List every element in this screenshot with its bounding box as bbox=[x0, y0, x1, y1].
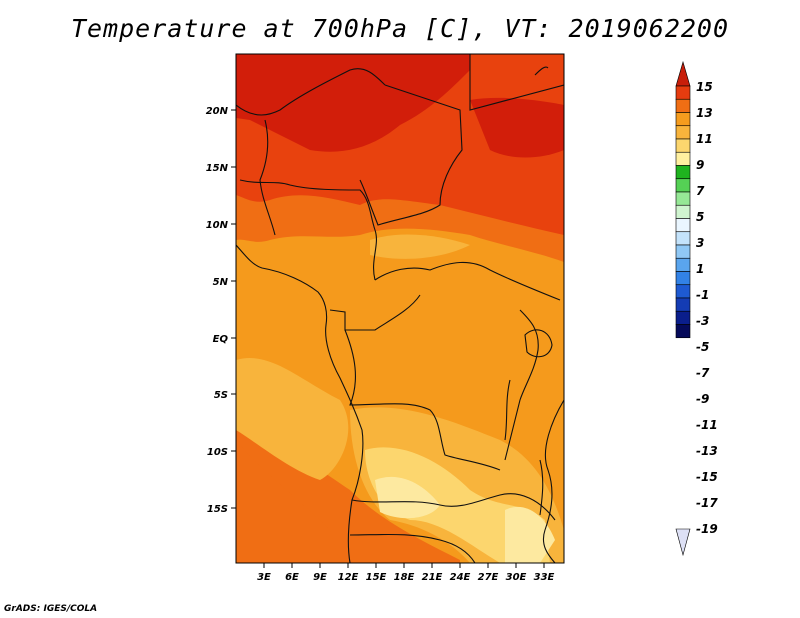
colorbar-cell bbox=[675, 297, 691, 312]
x-tick-label: 33E bbox=[534, 572, 555, 583]
y-tick-label: 15N bbox=[206, 163, 229, 174]
x-tick-label: 18E bbox=[394, 572, 415, 583]
border-east-lakes bbox=[504, 309, 539, 461]
colorbar-cell bbox=[675, 98, 691, 113]
colorbar-label: -17 bbox=[696, 496, 718, 510]
colorbar: 15 13 11 9 7 5 3 1 -1 -3 -5 -7 -9 -11 -1… bbox=[675, 60, 718, 557]
field-southeast-pale-patch bbox=[505, 506, 555, 563]
x-tick-label: 3E bbox=[257, 572, 271, 583]
y-tick-label: EQ bbox=[213, 334, 229, 345]
coastline-east-africa bbox=[542, 399, 564, 563]
colorbar-cell bbox=[675, 138, 691, 153]
x-tick-label: 9E bbox=[313, 572, 327, 583]
lake-malawi bbox=[539, 459, 544, 516]
colorbar-cell bbox=[675, 257, 691, 272]
colorbar-bottom-arrow bbox=[675, 528, 691, 557]
boundaries bbox=[236, 54, 564, 563]
colorbar-cell bbox=[675, 324, 691, 339]
field-west-cool-region bbox=[236, 358, 349, 480]
axis-ticks bbox=[231, 109, 545, 568]
lake-victoria bbox=[524, 329, 553, 358]
field-southern-warm-band-2 bbox=[236, 440, 340, 563]
colorbar-cell bbox=[675, 191, 691, 206]
x-tick-label: 6E bbox=[285, 572, 299, 583]
y-tick-label: 5S bbox=[214, 390, 228, 401]
temperature-field bbox=[236, 54, 564, 563]
map-frame bbox=[235, 53, 565, 564]
field-northeast-hot-band bbox=[470, 97, 564, 158]
colorbar-label: 5 bbox=[696, 210, 704, 224]
colorbar-label: -5 bbox=[696, 340, 709, 354]
red-sea-coast bbox=[534, 66, 549, 76]
y-tick-label: 10S bbox=[207, 447, 228, 458]
colorbar-label: -9 bbox=[696, 392, 709, 406]
colorbar-label: 3 bbox=[696, 236, 704, 250]
y-tick-label: 20N bbox=[206, 106, 229, 117]
colorbar-cell bbox=[675, 165, 691, 180]
lake-tanganyika bbox=[504, 379, 511, 441]
y-tick-label: 15S bbox=[207, 504, 228, 515]
coastline-west-africa bbox=[236, 244, 364, 563]
field-north-hot-band bbox=[236, 54, 470, 152]
colorbar-cells bbox=[675, 85, 691, 339]
colorbar-cell bbox=[675, 85, 691, 100]
x-tick-label: 27E bbox=[478, 572, 499, 583]
field-south-coolest-region bbox=[365, 447, 550, 563]
colorbar-label: -13 bbox=[696, 444, 718, 458]
x-axis-labels: 3E 6E 9E 12E 15E 18E 21E 24E 27E 30E 33E bbox=[257, 572, 554, 583]
y-tick-label: 10N bbox=[206, 220, 229, 231]
border-northeast bbox=[469, 54, 564, 111]
border-congo-north bbox=[329, 294, 421, 331]
colorbar-label: 11 bbox=[696, 132, 713, 146]
colorbar-label: -15 bbox=[696, 470, 718, 484]
x-tick-label: 15E bbox=[366, 572, 387, 583]
colorbar-label: 1 bbox=[696, 262, 704, 276]
border-south-lower bbox=[349, 533, 476, 563]
colorbar-cell bbox=[675, 125, 691, 140]
colorbar-cell bbox=[675, 178, 691, 193]
colorbar-labels: 15 13 11 9 7 5 3 1 -1 -3 -5 -7 -9 -11 -1… bbox=[696, 80, 718, 536]
colorbar-top-arrow bbox=[675, 60, 691, 87]
border-sahel-north bbox=[236, 68, 386, 116]
colorbar-label: -19 bbox=[696, 522, 718, 536]
border-sahel-central bbox=[359, 84, 463, 226]
colorbar-label: -7 bbox=[696, 366, 710, 380]
colorbar-label: -3 bbox=[696, 314, 709, 328]
border-congo-basin bbox=[344, 329, 501, 471]
colorbar-label: 13 bbox=[696, 106, 713, 120]
colorbar-cell bbox=[675, 271, 691, 286]
colorbar-cell bbox=[675, 204, 691, 219]
chart-title: Temperature at 700hPa [C], VT: 201906220… bbox=[70, 14, 730, 43]
field-south-pale-patch bbox=[375, 476, 440, 519]
grads-credit: GrADS: IGES/COLA bbox=[4, 604, 98, 614]
border-west-coastal bbox=[239, 179, 377, 281]
colorbar-label: 9 bbox=[696, 158, 704, 172]
y-tick-label: 5N bbox=[213, 277, 229, 288]
colorbar-label: 7 bbox=[696, 184, 705, 198]
colorbar-cell bbox=[675, 218, 691, 233]
x-tick-label: 21E bbox=[422, 572, 443, 583]
colorbar-label: 15 bbox=[696, 80, 713, 94]
colorbar-cell bbox=[675, 112, 691, 127]
border-north-west bbox=[259, 119, 276, 236]
colorbar-cell bbox=[675, 151, 691, 166]
colorbar-cell bbox=[675, 231, 691, 246]
field-central-cool-band bbox=[370, 234, 470, 259]
border-southern bbox=[351, 493, 556, 521]
border-central-african bbox=[374, 261, 561, 301]
colorbar-cell bbox=[675, 284, 691, 299]
x-tick-label: 24E bbox=[450, 572, 471, 583]
x-tick-label: 12E bbox=[338, 572, 359, 583]
colorbar-label: -11 bbox=[696, 418, 718, 432]
colorbar-label: -1 bbox=[696, 288, 709, 302]
y-axis-labels: 20N 15N 10N 5N EQ 5S 10S 15S bbox=[206, 106, 229, 515]
colorbar-cell bbox=[675, 244, 691, 259]
colorbar-cell bbox=[675, 310, 691, 325]
x-tick-label: 30E bbox=[506, 572, 527, 583]
